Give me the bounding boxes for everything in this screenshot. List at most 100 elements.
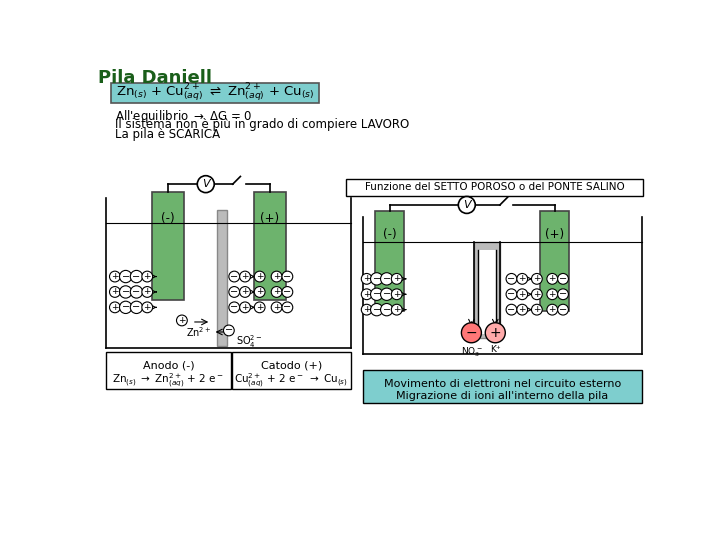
Circle shape (271, 302, 282, 313)
Circle shape (271, 271, 282, 282)
Circle shape (381, 288, 393, 300)
Circle shape (130, 271, 143, 283)
FancyBboxPatch shape (253, 192, 286, 300)
Text: +: + (363, 290, 371, 299)
Text: −: − (283, 302, 292, 312)
Text: (-): (-) (383, 228, 397, 241)
FancyBboxPatch shape (375, 211, 405, 311)
Circle shape (120, 271, 132, 283)
Text: NO$_3^-$: NO$_3^-$ (461, 345, 482, 359)
Circle shape (254, 302, 265, 313)
Text: +: + (143, 287, 151, 296)
Text: −: − (466, 326, 477, 340)
Text: −: − (132, 287, 140, 297)
Text: +: + (273, 272, 280, 281)
Text: +: + (111, 303, 119, 312)
FancyBboxPatch shape (217, 210, 228, 346)
Circle shape (229, 302, 240, 313)
Circle shape (462, 323, 482, 343)
Circle shape (558, 304, 568, 315)
FancyBboxPatch shape (474, 242, 500, 338)
Circle shape (282, 271, 293, 282)
Circle shape (517, 289, 528, 300)
Text: SO$_4^{2-}$: SO$_4^{2-}$ (235, 334, 262, 350)
Circle shape (531, 304, 542, 315)
Text: +: + (241, 303, 249, 312)
Text: (+): (+) (260, 212, 279, 225)
Text: +: + (256, 303, 264, 312)
Circle shape (506, 289, 517, 300)
Text: +: + (549, 274, 556, 284)
Text: −: − (559, 274, 567, 284)
Circle shape (547, 304, 558, 315)
Text: +: + (549, 290, 556, 299)
Text: −: − (373, 305, 381, 315)
Text: −: − (382, 305, 391, 315)
Circle shape (109, 287, 120, 298)
Text: Funzione del SETTO POROSO o del PONTE SALINO: Funzione del SETTO POROSO o del PONTE SA… (364, 182, 624, 192)
Text: +: + (143, 303, 151, 312)
Text: −: − (132, 302, 140, 312)
Text: +: + (549, 305, 556, 314)
Text: +: + (143, 272, 151, 281)
FancyBboxPatch shape (106, 352, 231, 389)
Text: −: − (122, 272, 130, 281)
Circle shape (240, 287, 251, 298)
Text: +: + (111, 287, 119, 296)
Text: Pila Daniell: Pila Daniell (98, 69, 212, 86)
Circle shape (485, 323, 505, 343)
Text: +: + (241, 287, 249, 296)
Text: −: − (230, 302, 238, 312)
Text: −: − (283, 272, 292, 281)
Text: Anodo (-): Anodo (-) (143, 361, 194, 370)
Text: +: + (241, 272, 249, 281)
Circle shape (361, 304, 372, 315)
Circle shape (371, 288, 383, 300)
Text: −: − (122, 302, 130, 312)
Text: +: + (393, 305, 400, 314)
FancyBboxPatch shape (111, 83, 319, 103)
Text: −: − (283, 287, 292, 297)
Circle shape (223, 325, 234, 336)
Text: −: − (230, 272, 238, 281)
Circle shape (531, 289, 542, 300)
Text: −: − (382, 289, 391, 299)
Text: −: − (230, 287, 238, 297)
Text: −: − (122, 287, 130, 297)
Text: −: − (508, 274, 516, 284)
FancyBboxPatch shape (540, 211, 570, 311)
Circle shape (371, 303, 383, 316)
Circle shape (361, 273, 372, 284)
Circle shape (120, 301, 132, 314)
Text: Zn$^{2+}$: Zn$^{2+}$ (186, 325, 211, 339)
Text: +: + (273, 287, 280, 296)
Text: All'equilibrio $\rightarrow$ $\Delta$G = 0: All'equilibrio $\rightarrow$ $\Delta$G =… (115, 108, 252, 125)
Circle shape (271, 287, 282, 298)
Circle shape (517, 273, 528, 284)
Circle shape (254, 287, 265, 298)
Text: −: − (559, 305, 567, 315)
Circle shape (109, 271, 120, 282)
Text: Il sistema non è più in grado di compiere LAVORO: Il sistema non è più in grado di compier… (115, 118, 409, 131)
Circle shape (392, 289, 402, 300)
Text: La pila è SCARICA: La pila è SCARICA (115, 128, 220, 141)
Circle shape (142, 302, 153, 313)
Text: Cu$^{2+}_{(aq)}$ + 2 e$^-$ $\rightarrow$ Cu$_{(s)}$: Cu$^{2+}_{(aq)}$ + 2 e$^-$ $\rightarrow$… (234, 372, 348, 390)
Text: −: − (508, 289, 516, 299)
Text: Migrazione di ioni all'interno della pila: Migrazione di ioni all'interno della pil… (396, 390, 608, 401)
Text: −: − (373, 274, 381, 284)
FancyBboxPatch shape (363, 370, 642, 403)
Text: +: + (533, 290, 541, 299)
Text: +: + (518, 290, 526, 299)
Circle shape (392, 273, 402, 284)
Circle shape (176, 315, 187, 326)
Circle shape (361, 289, 372, 300)
Text: +: + (518, 274, 526, 284)
Text: Movimento di elettroni nel circuito esterno: Movimento di elettroni nel circuito este… (384, 379, 621, 389)
Circle shape (130, 286, 143, 298)
Circle shape (142, 287, 153, 298)
Text: +: + (533, 305, 541, 314)
Circle shape (392, 304, 402, 315)
Text: Zn$_{(s)}$ + Cu$^{2+}_{(aq)}$ $\rightleftharpoons$ Zn$^{2+}_{(aq)}$ + Cu$_{(s)}$: Zn$_{(s)}$ + Cu$^{2+}_{(aq)}$ $\rightlef… (116, 82, 314, 104)
Text: (-): (-) (161, 212, 175, 225)
